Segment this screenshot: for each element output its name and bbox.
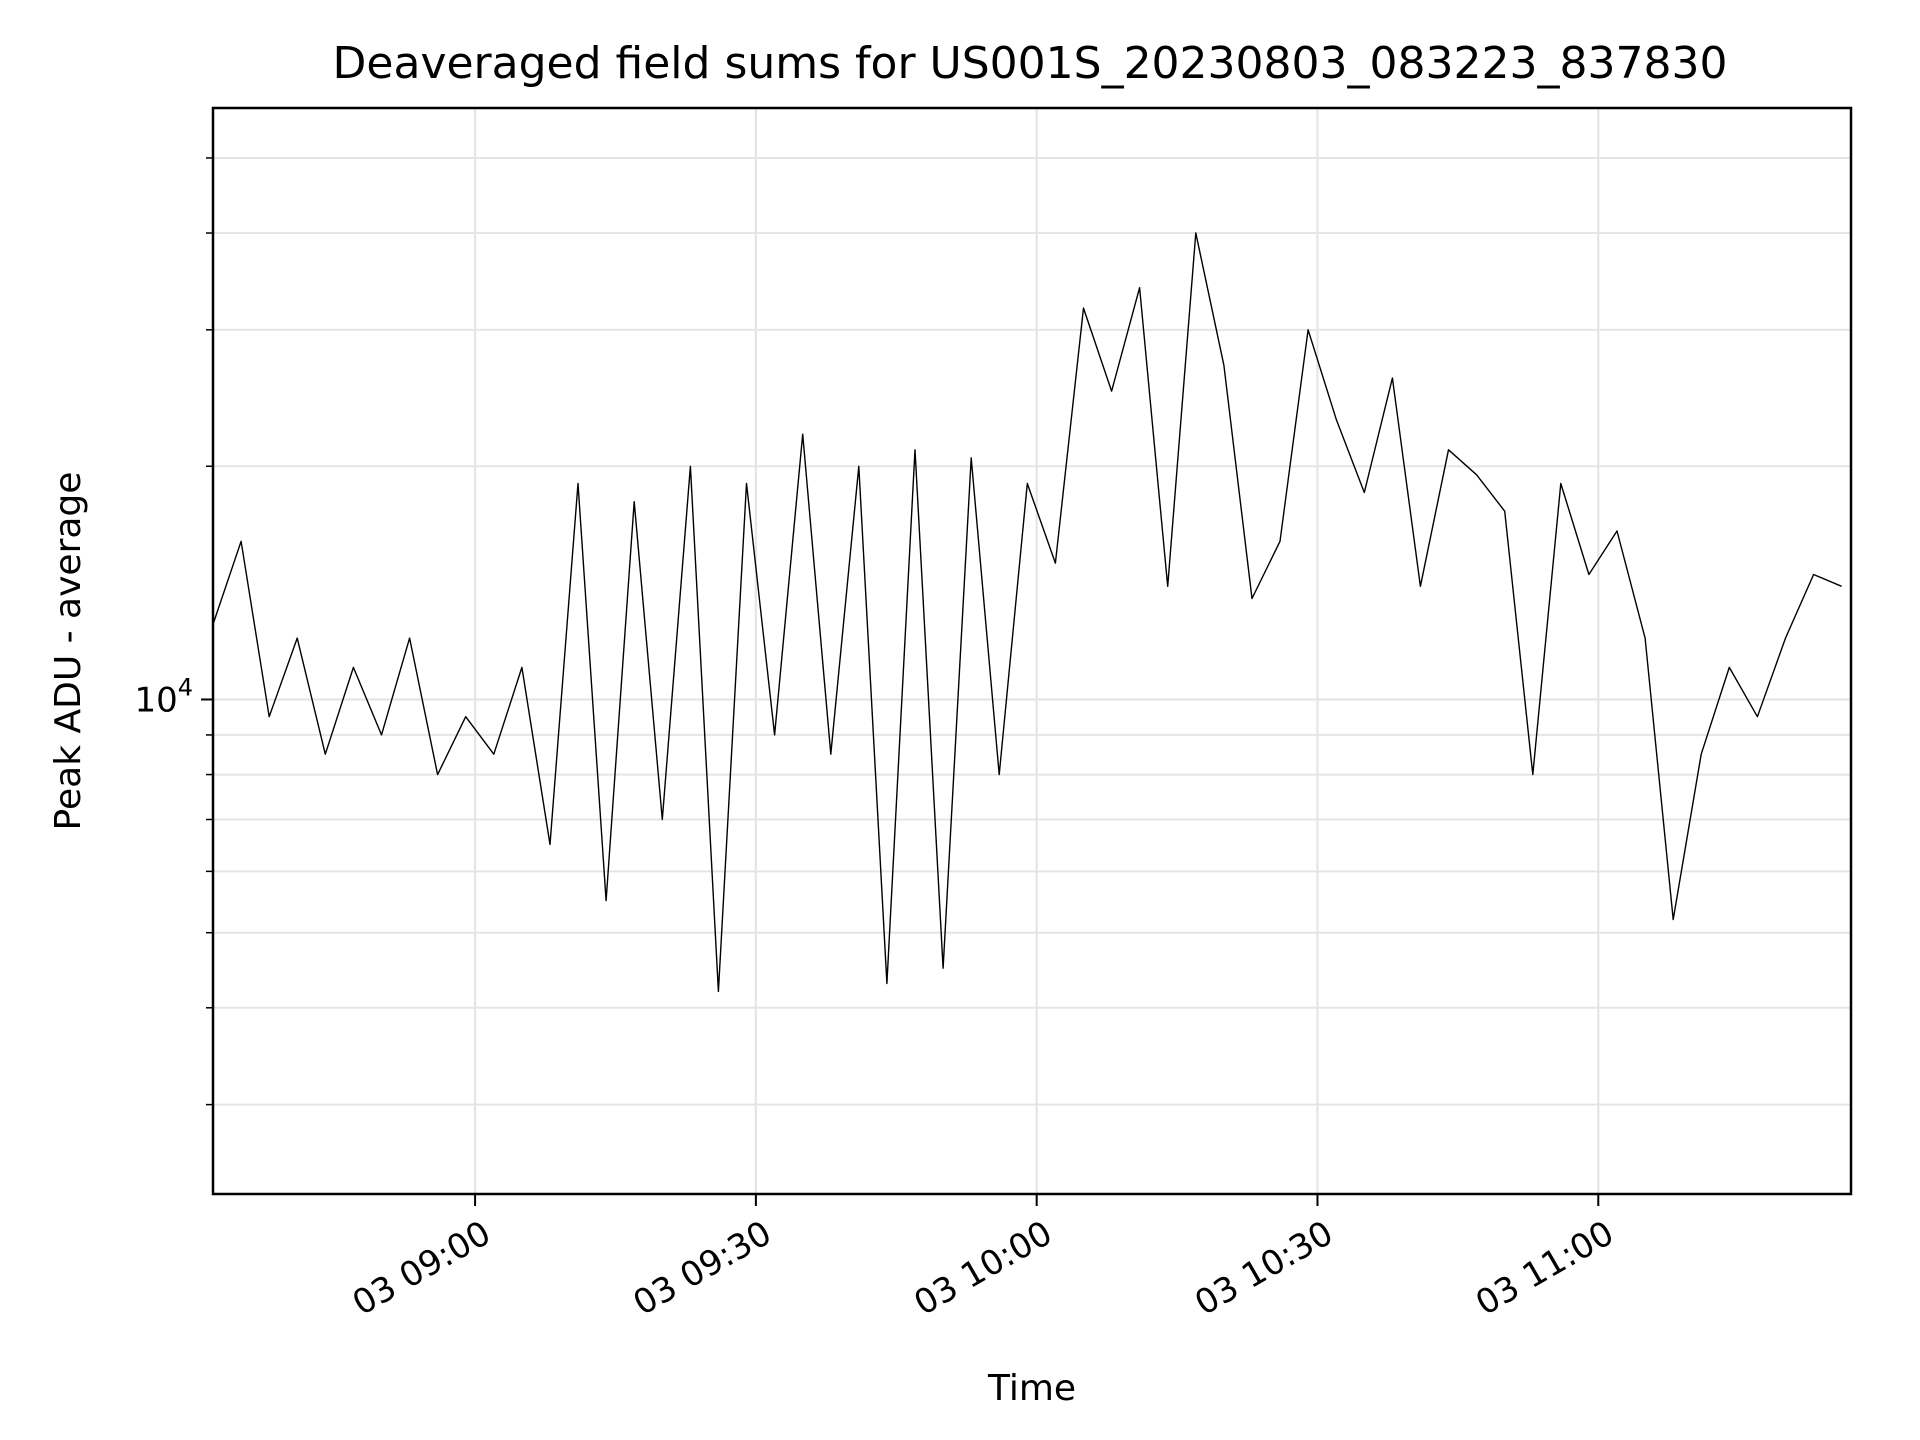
plot-frame [211,106,1853,1196]
y-tick-label: 104 [134,673,193,720]
y-axis: 104 [134,157,213,1106]
x-axis-label: Time [987,1368,1076,1409]
grid [213,108,1851,1194]
y-axis-label: Peak ADU - average [48,472,89,831]
series-line [212,232,1842,993]
chart-title: Deaveraged field sums for US001S_2023080… [333,38,1728,89]
data-layer [212,232,1842,993]
